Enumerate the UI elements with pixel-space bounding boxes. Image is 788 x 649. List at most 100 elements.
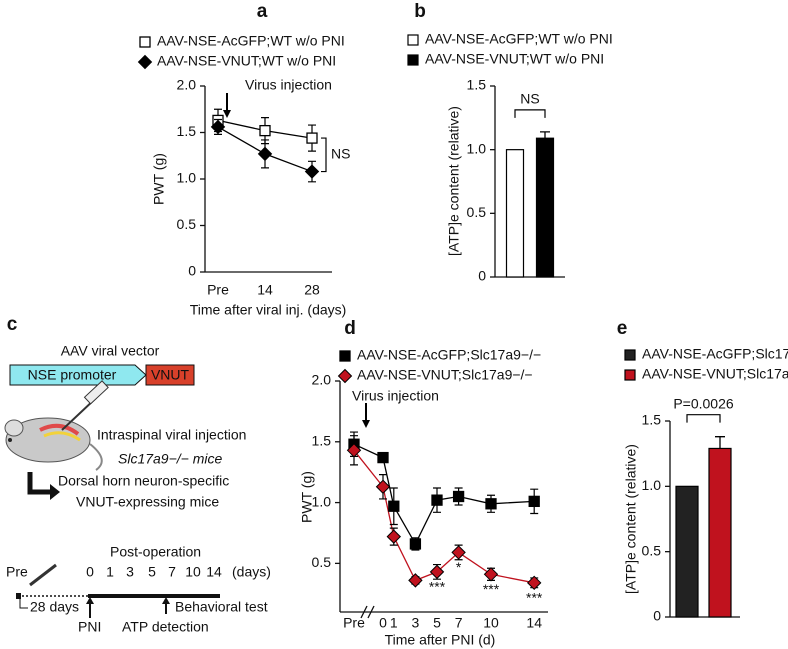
- significance-label: NS: [520, 91, 539, 107]
- legend-label: AAV-NSE-AcGFP;WT w/o PNI: [157, 33, 345, 49]
- y-axis-title: PWT (g): [299, 471, 315, 523]
- legend-label: AAV-NSE-VNUT;WT w/o PNI: [157, 53, 336, 69]
- syringe: [61, 380, 109, 431]
- interval-bracket: [19, 598, 28, 609]
- legend-label: AAV-NSE-VNUT;Slc17a9−/−: [357, 367, 533, 383]
- days-unit: (days): [232, 564, 271, 580]
- syringe: [29, 563, 57, 587]
- y-tick-label: 0: [653, 608, 661, 624]
- panel-label: d: [344, 318, 356, 339]
- legend-swatch: [407, 34, 419, 46]
- x-axis-title: Time after PNI (d): [385, 632, 496, 648]
- x-tick-label: 5: [433, 615, 441, 631]
- data-point: [377, 451, 389, 464]
- data-point: [452, 490, 465, 503]
- y-tick-label: 0.5: [467, 204, 487, 220]
- mice-label: Slc17a9−/− mice: [118, 451, 222, 467]
- day-label: 7: [168, 564, 176, 580]
- behavior-arrowhead: [162, 597, 170, 604]
- y-tick-label: 0: [188, 263, 196, 279]
- legend-label: AAV-NSE-AcGFP;Slc17a9−/−: [357, 347, 541, 363]
- pni-label: PNI: [78, 619, 101, 635]
- promoter-label: NSE promoter: [28, 367, 117, 383]
- pre-label: Pre: [6, 564, 28, 580]
- diagram: c AAV viral vector NSE promoter VNUT Int…: [4, 314, 271, 635]
- legend-marker: [339, 350, 351, 362]
- annotation: Virus injection: [352, 388, 439, 404]
- day-label: 0: [86, 564, 94, 580]
- y-tick-label: 0.5: [642, 542, 662, 558]
- y-tick-label: 1.0: [467, 140, 487, 156]
- significance-label: ***: [483, 581, 500, 597]
- vector-label: AAV viral vector: [61, 343, 160, 359]
- legend-swatch: [407, 54, 419, 66]
- x-tick-label: 10: [483, 615, 499, 631]
- y-tick-label: 1.5: [467, 77, 487, 93]
- y-tick-label: 0.5: [177, 216, 197, 232]
- significance-bracket: [514, 109, 546, 118]
- x-tick-label: Pre: [207, 282, 229, 298]
- data-point: [304, 164, 320, 179]
- bar: [505, 149, 525, 278]
- panel-label: b: [414, 1, 426, 22]
- injection-label: Intraspinal viral injection: [97, 427, 246, 443]
- annotation-arrowhead: [362, 420, 370, 428]
- result-arrow: [27, 472, 52, 495]
- pni-arrowhead: [86, 597, 94, 604]
- y-tick-label: 2.0: [312, 372, 332, 388]
- data-point: [485, 498, 497, 510]
- legend-swatch: [624, 369, 636, 381]
- data-point: [306, 132, 318, 144]
- day-label: 5: [148, 564, 156, 580]
- y-tick-label: 0.5: [312, 554, 332, 570]
- data-point: [346, 443, 362, 458]
- legend-label: AAV-NSE-AcGFP;Slc17a9−/−: [642, 346, 788, 362]
- annotation: Virus injection: [245, 77, 332, 93]
- significance-label: P=0.0026: [673, 395, 734, 411]
- legend-marker: [139, 36, 151, 48]
- significance-label: *: [456, 559, 462, 575]
- y-tick-label: 1.5: [312, 432, 332, 448]
- panel-label: c: [7, 314, 18, 335]
- y-tick-label: 1.5: [177, 123, 197, 139]
- x-tick-label: Pre: [343, 615, 365, 631]
- data-point: [257, 146, 273, 162]
- x-tick-label: 7: [455, 615, 463, 631]
- result-line: Dorsal horn neuron-specific: [58, 473, 229, 489]
- data-point: [526, 575, 542, 591]
- significance-bracket: [686, 414, 721, 423]
- x-tick-label: 0: [379, 615, 387, 631]
- data-point: [528, 495, 540, 508]
- y-tick-label: 1.5: [642, 412, 662, 428]
- data-point: [431, 494, 443, 506]
- day-label: 3: [126, 564, 134, 580]
- bar: [708, 447, 732, 618]
- legend-label: AAV-NSE-VNUT;Slc17a9−/−: [642, 366, 788, 382]
- legend-swatch: [624, 349, 636, 361]
- significance-label: NS: [331, 146, 350, 162]
- y-tick-label: 0: [478, 268, 486, 284]
- x-tick-label: 3: [412, 615, 420, 631]
- day-label: 14: [206, 564, 222, 580]
- y-tick-label: 1.0: [312, 493, 332, 509]
- data-point: [483, 567, 499, 582]
- legend-label: AAV-NSE-VNUT;WT w/o PNI: [425, 51, 604, 67]
- mouse: [4, 417, 103, 471]
- day-label: 10: [185, 564, 201, 580]
- annotation-arrowhead: [223, 110, 231, 118]
- y-tick-label: 1.0: [642, 477, 662, 493]
- error-bar: [715, 436, 725, 449]
- behavior-label: Behavioral test: [175, 599, 268, 615]
- gene-label: VNUT: [151, 367, 190, 383]
- result-arrowhead: [50, 484, 60, 500]
- significance-bracket: [321, 137, 327, 173]
- result-line: VNUT-expressing mice: [76, 494, 219, 510]
- x-tick-label: 14: [526, 615, 542, 631]
- data-point: [408, 573, 423, 588]
- timeline-title: Post-operation: [110, 544, 201, 560]
- series-line: [353, 449, 535, 584]
- data-point: [210, 119, 226, 135]
- gene-box: [145, 364, 195, 386]
- panel-label: a: [257, 1, 268, 22]
